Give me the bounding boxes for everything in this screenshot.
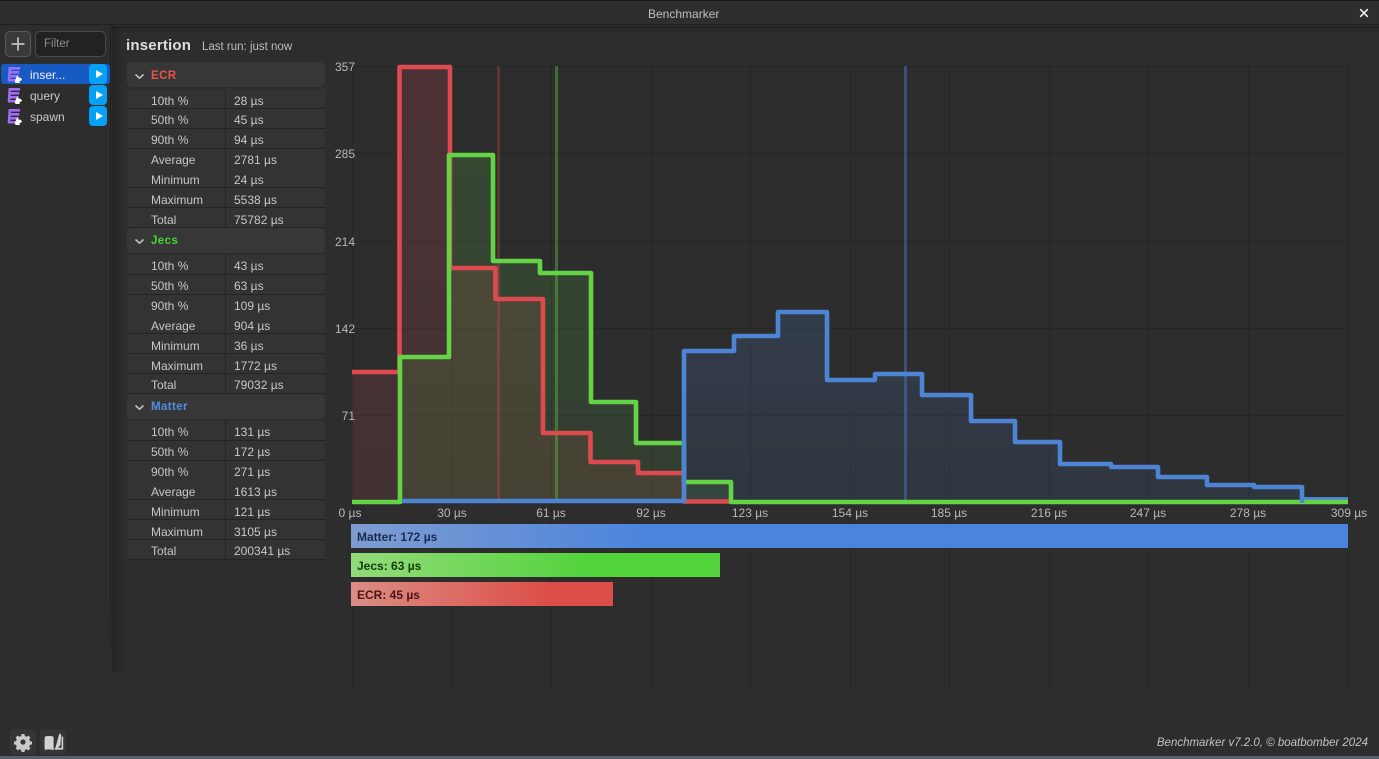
svg-text:71: 71: [342, 409, 356, 423]
svg-text:0 µs: 0 µs: [339, 506, 362, 520]
svg-text:154 µs: 154 µs: [832, 506, 868, 520]
svg-text:247 µs: 247 µs: [1130, 506, 1166, 520]
svg-text:214: 214: [335, 235, 355, 249]
svg-text:142: 142: [335, 322, 355, 336]
svg-text:30 µs: 30 µs: [437, 506, 467, 520]
svg-text:61 µs: 61 µs: [536, 506, 566, 520]
svg-text:357: 357: [335, 60, 355, 74]
svg-text:185 µs: 185 µs: [931, 506, 967, 520]
svg-text:92 µs: 92 µs: [636, 506, 666, 520]
svg-text:285: 285: [335, 147, 355, 161]
svg-text:216 µs: 216 µs: [1031, 506, 1067, 520]
svg-text:309 µs: 309 µs: [1331, 506, 1367, 520]
svg-text:278 µs: 278 µs: [1230, 506, 1266, 520]
svg-text:123 µs: 123 µs: [732, 506, 768, 520]
